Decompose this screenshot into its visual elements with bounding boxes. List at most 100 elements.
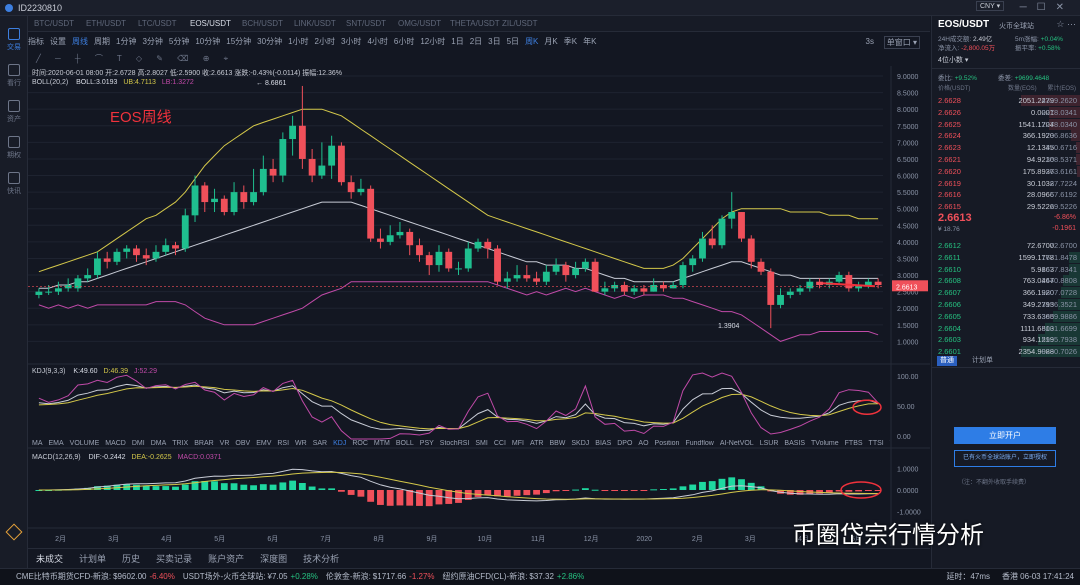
symbol-tab[interactable]: BTC/USDT bbox=[34, 19, 74, 28]
order-row[interactable]: 2.6625 1541.1704 2278.0340 bbox=[932, 118, 1080, 130]
ticker-item[interactable]: 纽约原油CFD(CL)-新浪: $37.32 +2.86% bbox=[443, 572, 585, 581]
indicator-tab[interactable]: FTBS bbox=[844, 440, 863, 447]
toolbar-item[interactable]: 6小时 bbox=[393, 37, 415, 46]
order-row[interactable]: 2.6607 366.1920 2807.0728 bbox=[932, 287, 1080, 299]
toolbar-item[interactable]: 1日 bbox=[451, 37, 464, 46]
indicator-tab[interactable]: CCI bbox=[493, 440, 506, 447]
indicator-tab[interactable]: Position bbox=[654, 440, 680, 447]
sidebar-item-0[interactable]: 交易 bbox=[0, 24, 28, 60]
sidebar-item-3[interactable]: 期权 bbox=[0, 132, 28, 168]
order-row[interactable]: 2.6628 2051.2279 4329.2620 bbox=[932, 95, 1080, 106]
order-row[interactable]: 2.6621 94.9210 358.5371 bbox=[932, 154, 1080, 165]
sidebar-item-4[interactable]: 快讯 bbox=[0, 168, 28, 204]
order-row[interactable]: 2.6611 1599.1778 1671.8478 bbox=[932, 251, 1080, 263]
currency-select[interactable]: CNY ▾ bbox=[976, 1, 1005, 11]
indicator-tab[interactable]: VOLUME bbox=[69, 440, 100, 447]
indicator-tab[interactable]: VR bbox=[219, 440, 230, 447]
indicator-tab[interactable]: ATR bbox=[529, 440, 544, 447]
toolbar-item[interactable]: 5日 bbox=[506, 37, 520, 46]
bottom-tab[interactable]: 计划单 bbox=[79, 554, 107, 564]
symbol-tab[interactable]: ZIL/USDT bbox=[502, 19, 538, 28]
indicator-tab[interactable]: DMI bbox=[131, 440, 145, 447]
order-row[interactable]: 2.6605 733.6365 3889.9886 bbox=[932, 310, 1080, 322]
toolbar-item[interactable]: 2小时 bbox=[314, 37, 335, 46]
toolbar-item[interactable]: 3日 bbox=[488, 37, 501, 46]
symbol-tab[interactable]: SNT/USDT bbox=[346, 19, 386, 28]
indicator-tab[interactable]: BASIS bbox=[784, 440, 806, 447]
open-account-button[interactable]: 立即开户 bbox=[954, 427, 1056, 444]
indicator-tab[interactable]: BOLL bbox=[395, 440, 414, 447]
indicator-tab[interactable]: BRAR bbox=[194, 440, 214, 447]
drawing-tools-icon[interactable]: ╱ ─ ┼ ⌒ T ◇ ✎ ⌫ ⊕ ⌖ bbox=[36, 54, 235, 63]
bottom-tab[interactable]: 技术分析 bbox=[303, 554, 340, 564]
toolbar-item[interactable]: 设置 bbox=[50, 37, 66, 46]
indicator-tab[interactable]: AO bbox=[638, 440, 649, 447]
indicator-tab[interactable]: DMA bbox=[150, 440, 167, 447]
bottom-tab[interactable]: 买卖记录 bbox=[156, 554, 193, 564]
order-row[interactable]: 2.6620 175.8937 263.6161 bbox=[932, 165, 1080, 177]
indicator-tab[interactable]: DPO bbox=[617, 440, 633, 447]
indicator-tab[interactable]: BIAS bbox=[595, 440, 612, 447]
indicator-tab[interactable]: PSY bbox=[419, 440, 434, 447]
ticker-item[interactable]: 伦敦金-新浪: $1717.66 -1.27% bbox=[326, 572, 435, 581]
chart-area[interactable]: 1.0000 1.5000 2.0000 2.5000 3.0000 3.5000 4.00… bbox=[28, 66, 930, 546]
indicator-tab[interactable]: StochRSI bbox=[439, 440, 470, 447]
order-row[interactable]: 2.6623 12.1345 370.6716 bbox=[932, 142, 1080, 154]
order-row[interactable]: 2.6624 366.1920 736.8636 bbox=[932, 130, 1080, 142]
bottom-tab[interactable]: 历史 bbox=[122, 554, 141, 564]
order-row[interactable]: 2.6616 28.0966 57.6192 bbox=[932, 189, 1080, 200]
indicator-tab[interactable]: SAR bbox=[312, 440, 328, 447]
indicator-tab[interactable]: Fundflow bbox=[685, 440, 714, 447]
order-row[interactable]: 2.6606 349.2793 3156.3521 bbox=[932, 299, 1080, 310]
indicator-tab[interactable]: WR bbox=[295, 440, 307, 447]
indicator-tab[interactable]: SKDJ bbox=[571, 440, 590, 447]
order-row[interactable]: 2.6601 2354.9088 8290.7026 bbox=[932, 346, 1080, 358]
indicator-tab[interactable]: EMV bbox=[256, 440, 272, 447]
indicator-tab[interactable]: MFI bbox=[511, 440, 524, 447]
ticker-item[interactable]: USDT场外-火币全球站: ¥7.05 +0.28% bbox=[183, 572, 318, 581]
tab-normal[interactable]: 普通 bbox=[937, 356, 957, 366]
indicator-tab[interactable]: MA bbox=[32, 440, 43, 447]
indicator-tab[interactable]: SMI bbox=[475, 440, 488, 447]
order-row[interactable]: 2.6612 72.6700 72.6700 bbox=[932, 240, 1080, 251]
refresh-interval[interactable]: 3s bbox=[865, 37, 874, 46]
symbol-tab[interactable]: EOS/USDT bbox=[184, 16, 236, 31]
indicator-tab[interactable]: KDJ bbox=[333, 440, 347, 447]
bottom-tab[interactable]: 深度图 bbox=[260, 554, 288, 564]
toolbar-item[interactable]: 3分钟 bbox=[142, 37, 163, 46]
toolbar-item[interactable]: 2日 bbox=[469, 37, 483, 46]
toolbar-item[interactable]: 周期 bbox=[94, 37, 110, 46]
indicator-tab[interactable]: TRIX bbox=[172, 440, 189, 447]
symbol-tab[interactable]: LINK/USDT bbox=[294, 19, 336, 28]
order-row[interactable]: 2.6619 30.1032 87.7224 bbox=[932, 177, 1080, 189]
symbol-tab[interactable]: THETA/USDT bbox=[450, 19, 500, 28]
toolbar-item[interactable]: 季K bbox=[563, 37, 578, 46]
toolbar-item[interactable]: 10分钟 bbox=[195, 37, 221, 46]
toolbar-item[interactable]: 12小时 bbox=[420, 37, 446, 46]
indicator-tab[interactable]: AI-NetVOL bbox=[719, 440, 754, 447]
toolbar-item[interactable]: 周K bbox=[525, 37, 539, 46]
indicator-tab[interactable]: OBV bbox=[235, 440, 251, 447]
toolbar-item[interactable]: 指标 bbox=[28, 37, 44, 46]
ticker-item[interactable]: CME比特币期货CFD-新浪: $9602.00 -6.40% bbox=[16, 572, 175, 581]
indicator-tab[interactable]: MACD bbox=[105, 440, 126, 447]
sidebar-item-2[interactable]: 资产 bbox=[0, 96, 28, 132]
indicator-tab[interactable]: RSI bbox=[277, 440, 290, 447]
toolbar-item[interactable]: 1小时 bbox=[288, 37, 309, 46]
order-row[interactable]: 2.6610 5.9863 1677.8341 bbox=[932, 263, 1080, 275]
indicator-tab[interactable]: LSUR bbox=[759, 440, 779, 447]
toolbar-item[interactable]: 月K bbox=[544, 37, 558, 46]
toolbar-item[interactable]: 3小时 bbox=[340, 37, 362, 46]
indicator-tab[interactable]: TVolume bbox=[811, 440, 839, 447]
chart-svg[interactable]: 1.0000 1.5000 2.0000 2.5000 3.0000 3.5000 4.00… bbox=[28, 66, 930, 546]
toolbar-item[interactable]: 周线 bbox=[72, 37, 88, 46]
symbol-tab[interactable]: OMG/USDT bbox=[398, 19, 442, 28]
tab-plan[interactable]: 计划单 bbox=[972, 357, 993, 364]
indicator-tab[interactable]: TTSI bbox=[868, 440, 884, 447]
indicator-tab[interactable]: ROC bbox=[352, 440, 368, 447]
toolbar-item[interactable]: 1分钟 bbox=[116, 37, 137, 46]
order-row[interactable]: 2.6604 1111.6813 5001.6699 bbox=[932, 322, 1080, 334]
window-controls[interactable]: ─☐✕ bbox=[1019, 2, 1074, 13]
vip-icon[interactable] bbox=[5, 523, 23, 541]
toolbar-item[interactable]: 4小时 bbox=[367, 37, 388, 46]
